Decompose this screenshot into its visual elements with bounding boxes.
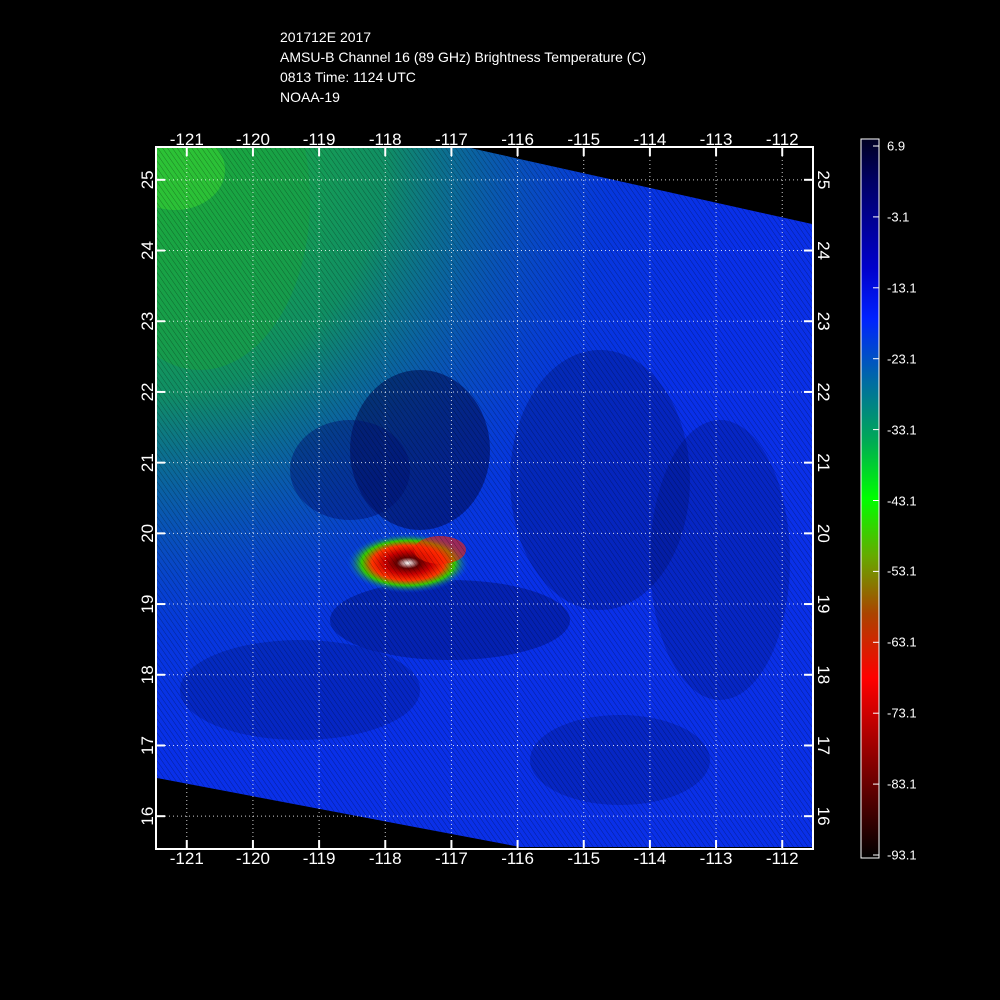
lon-tick-label-bottom: -114	[634, 849, 667, 868]
colorbar-label: -93.1	[887, 847, 917, 863]
lon-tick-label-bottom: -113	[700, 849, 733, 868]
lat-tick-label-left: 18	[138, 665, 157, 684]
colorbar-label: -73.1	[887, 705, 917, 721]
colorbar-label: -23.1	[887, 351, 917, 367]
lon-tick-label-bottom: -120	[236, 849, 270, 868]
lat-tick-label-right: 21	[814, 453, 833, 472]
lon-tick-label-bottom: -119	[303, 849, 336, 868]
lat-tick-label-left: 24	[138, 241, 157, 260]
lon-tick-label-bottom: -117	[435, 849, 468, 868]
satellite-label: NOAA-19	[280, 89, 340, 105]
colorbar-label: -3.1	[887, 209, 910, 225]
lat-tick-label-right: 23	[814, 312, 833, 331]
lon-tick-label-bottom: -112	[766, 849, 799, 868]
lat-tick-label-right: 16	[814, 807, 833, 826]
time-label: 0813 Time: 1124 UTC	[280, 69, 416, 85]
lon-tick-label-top: -112	[766, 130, 799, 149]
lon-tick-label-top: -115	[567, 130, 600, 149]
lon-tick-label-bottom: -116	[501, 849, 534, 868]
lat-tick-label-left: 20	[138, 524, 157, 543]
colorbar-label: -53.1	[887, 563, 917, 579]
lon-tick-label-top: -117	[435, 130, 468, 149]
lat-tick-label-right: 18	[814, 665, 833, 684]
lon-tick-label-top: -121	[170, 130, 204, 149]
lon-tick-label-top: -116	[501, 130, 534, 149]
lat-tick-label-left: 22	[138, 382, 157, 401]
lat-lon-grid	[157, 148, 812, 848]
lon-tick-label-bottom: -118	[369, 849, 402, 868]
lat-tick-label-right: 20	[814, 524, 833, 543]
swath-imagery	[157, 148, 812, 847]
lat-tick-label-right: 24	[814, 241, 833, 260]
lon-tick-label-top: -118	[369, 130, 402, 149]
colorbar-label: -43.1	[887, 493, 917, 508]
lon-tick-label-bottom: -115	[567, 849, 600, 868]
colorbar-ticks	[873, 145, 879, 856]
axis-ticks: -121 -121 -120 -120 -119 -119 -118 -118 -117 -117…	[138, 130, 833, 868]
lat-tick-label-left: 16	[138, 807, 157, 826]
map-frame	[155, 146, 814, 850]
lat-tick-label-left: 17	[138, 736, 157, 755]
lat-tick-label-left: 21	[138, 453, 157, 472]
storm-id-label: 201712E 2017	[280, 29, 372, 45]
product-title: AMSU-B Channel 16 (89 GHz) Brightness Te…	[280, 49, 647, 65]
lon-tick-label-top: -113	[700, 130, 733, 149]
lat-tick-label-left: 25	[138, 170, 157, 189]
lat-tick-label-right: 19	[814, 595, 833, 614]
lat-tick-label-left: 23	[138, 312, 157, 331]
colorbar-label: -13.1	[887, 280, 917, 296]
colorbar-label: -63.1	[887, 634, 917, 650]
lat-tick-label-right: 17	[814, 736, 833, 755]
lat-tick-label-right: 22	[814, 382, 833, 401]
colorbar-label: 6.9	[887, 138, 906, 154]
lat-tick-label-left: 19	[138, 595, 157, 614]
title-block: 201712E 2017 AMSU-B Channel 16 (89 GHz) …	[280, 27, 646, 107]
lat-tick-label-right: 25	[814, 170, 833, 189]
colorbar-label: -83.1	[887, 776, 917, 792]
colorbar	[860, 138, 880, 859]
lon-tick-label-bottom: -121	[170, 849, 204, 868]
colorbar-label: -33.1	[887, 422, 917, 438]
lon-tick-label-top: -120	[236, 130, 270, 149]
lon-tick-label-top: -114	[634, 130, 667, 149]
lon-tick-label-top: -119	[303, 130, 336, 149]
